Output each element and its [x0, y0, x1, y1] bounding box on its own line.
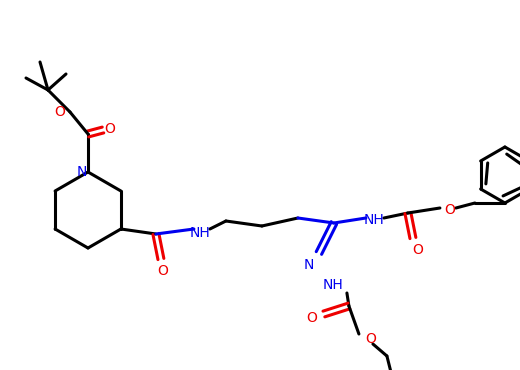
- Text: N: N: [304, 258, 314, 272]
- Text: NH: NH: [189, 226, 210, 240]
- Text: O: O: [55, 105, 66, 119]
- Text: N: N: [77, 165, 87, 179]
- Text: NH: NH: [363, 213, 384, 227]
- Text: O: O: [158, 264, 168, 278]
- Text: O: O: [445, 203, 456, 217]
- Text: NH: NH: [322, 278, 343, 292]
- Text: O: O: [412, 243, 423, 257]
- Text: O: O: [366, 332, 376, 346]
- Text: O: O: [306, 311, 317, 325]
- Text: O: O: [105, 122, 115, 136]
